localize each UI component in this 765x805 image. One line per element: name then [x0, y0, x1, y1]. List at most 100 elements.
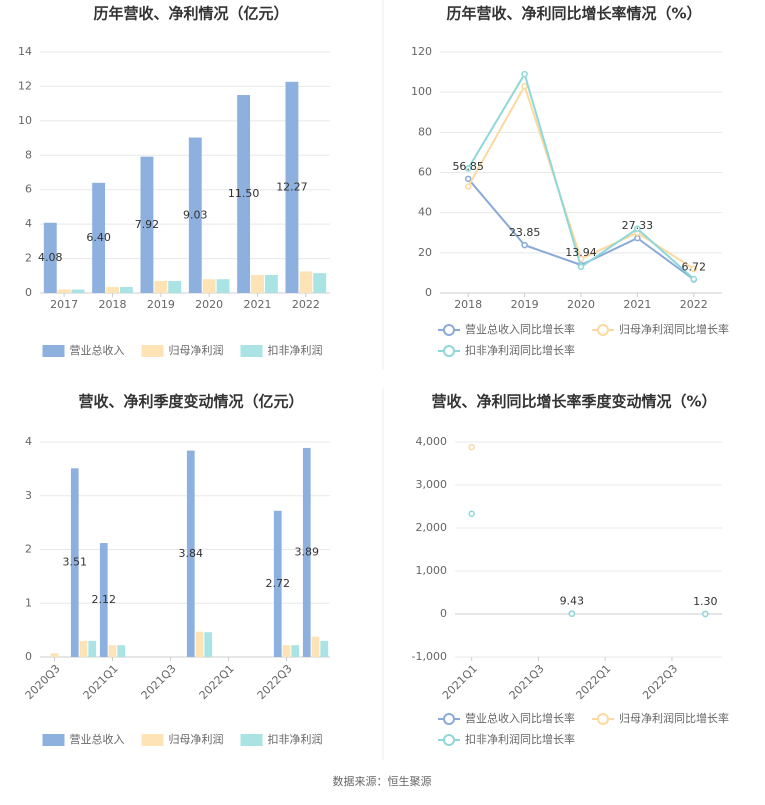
legend-marker — [443, 345, 455, 357]
point — [464, 165, 472, 172]
bar — [50, 653, 59, 657]
data-label: 56.85 — [452, 160, 484, 173]
x-tick-label: 2022Q1 — [573, 662, 613, 702]
point — [464, 183, 472, 190]
data-label: 4.08 — [38, 251, 63, 264]
x-tick-label: 2021 — [244, 298, 272, 311]
x-tick-label: 2022 — [680, 298, 708, 311]
x-tick-label: 2022Q3 — [640, 662, 680, 702]
bar — [57, 289, 71, 293]
bar — [70, 468, 79, 657]
point — [464, 175, 472, 183]
bar — [108, 645, 117, 657]
x-tick-label: 2021Q1 — [81, 662, 121, 702]
data-label: 3.89 — [295, 545, 320, 558]
legend-marker — [597, 324, 609, 336]
bar — [188, 137, 202, 293]
chart-title: 营收、净利季度变动情况（亿元） — [78, 393, 303, 411]
point — [468, 443, 475, 451]
y-tick-label: 14 — [18, 45, 32, 58]
y-tick-label: 3 — [25, 489, 32, 502]
bar — [204, 632, 213, 657]
legend-label: 扣非净利润 — [268, 343, 323, 357]
legend-label: 营业总收入 — [70, 343, 125, 357]
legend-marker — [443, 734, 455, 746]
data-label: 27.33 — [622, 219, 654, 232]
x-tick-label: 2020 — [567, 298, 595, 311]
bar — [291, 645, 300, 657]
x-tick-label: 2018 — [99, 298, 127, 311]
y-tick-label: 1 — [25, 596, 32, 609]
x-tick-label: 2021Q3 — [507, 662, 547, 702]
x-tick-label: 2021 — [623, 298, 651, 311]
y-tick-label: 40 — [418, 206, 432, 219]
point — [521, 70, 528, 78]
point — [521, 82, 528, 90]
y-tick-label: 0 — [440, 607, 447, 620]
y-tick-label: 3,000 — [416, 478, 448, 491]
point — [577, 263, 585, 271]
bar — [119, 286, 133, 293]
point — [690, 265, 698, 273]
bar — [311, 636, 320, 657]
data-label: 6.72 — [682, 261, 707, 274]
data-label: 3.51 — [63, 556, 88, 569]
bar — [186, 450, 195, 657]
legend-marker — [597, 713, 609, 725]
bar — [71, 289, 85, 293]
bar — [202, 279, 216, 293]
legend-swatch — [141, 345, 164, 357]
chart-title: 历年营收、净利情况（亿元） — [93, 5, 288, 23]
y-tick-label: 2 — [25, 543, 32, 556]
chart-panel: 历年营收、净利情况（亿元） 0 2 4 6 8 10 12 14 2017 2018 2019 2020… — [18, 5, 330, 357]
data-label: 12.27 — [276, 180, 308, 193]
point — [568, 610, 576, 618]
bar — [299, 271, 313, 293]
x-tick-label: 2022Q1 — [197, 662, 237, 702]
x-tick-label: 2020Q3 — [23, 662, 63, 702]
x-tick-label: 2019 — [511, 298, 539, 311]
data-label: 9.03 — [183, 208, 208, 221]
point — [521, 241, 528, 249]
bar — [88, 640, 97, 657]
legend-swatch — [240, 345, 263, 357]
point — [468, 510, 475, 518]
y-tick-label: 1,000 — [416, 564, 448, 577]
y-tick-label: 0 — [25, 650, 32, 663]
x-tick-label: 2019 — [147, 298, 175, 311]
bar — [320, 640, 329, 657]
x-tick-label: 2021Q3 — [139, 662, 179, 702]
data-label: 23.85 — [509, 226, 540, 239]
bar — [43, 222, 57, 293]
bar — [273, 510, 282, 657]
legend-label: 归母净利润同比增长率 — [619, 322, 729, 336]
x-tick-label: 2021Q1 — [440, 662, 480, 702]
bar — [92, 182, 106, 293]
bar — [251, 274, 264, 293]
data-label: 2.72 — [266, 577, 291, 590]
bar — [313, 273, 327, 293]
data-label: 1.30 — [693, 595, 718, 608]
point — [690, 275, 698, 283]
y-tick-label: 20 — [418, 246, 432, 259]
y-tick-label: 120 — [411, 45, 432, 58]
chart-panel: 营收、净利同比增长率季度变动情况（%） -1,000 0 1,000 2,000 3,00… — [412, 393, 729, 746]
legend-label: 营业总收入同比增长率 — [465, 322, 575, 336]
y-tick-label: 2 — [25, 252, 32, 265]
source: 数据来源：恒生聚源 — [333, 774, 432, 788]
bar — [302, 447, 311, 657]
y-tick-label: 4,000 — [416, 435, 448, 448]
bar — [154, 280, 168, 293]
legend-swatch — [141, 734, 164, 746]
x-tick-label: 2017 — [50, 298, 78, 311]
y-tick-label: 6 — [25, 183, 32, 196]
bar — [285, 81, 299, 293]
data-label: 2.12 — [92, 593, 117, 606]
y-tick-label: 12 — [18, 79, 32, 92]
x-tick-label: 2022Q3 — [255, 662, 295, 702]
bar — [237, 95, 251, 294]
x-tick-label: 2018 — [454, 298, 482, 311]
y-tick-label: 0 — [425, 286, 432, 299]
legend-marker — [443, 713, 455, 725]
data-label: 9.43 — [560, 595, 585, 608]
